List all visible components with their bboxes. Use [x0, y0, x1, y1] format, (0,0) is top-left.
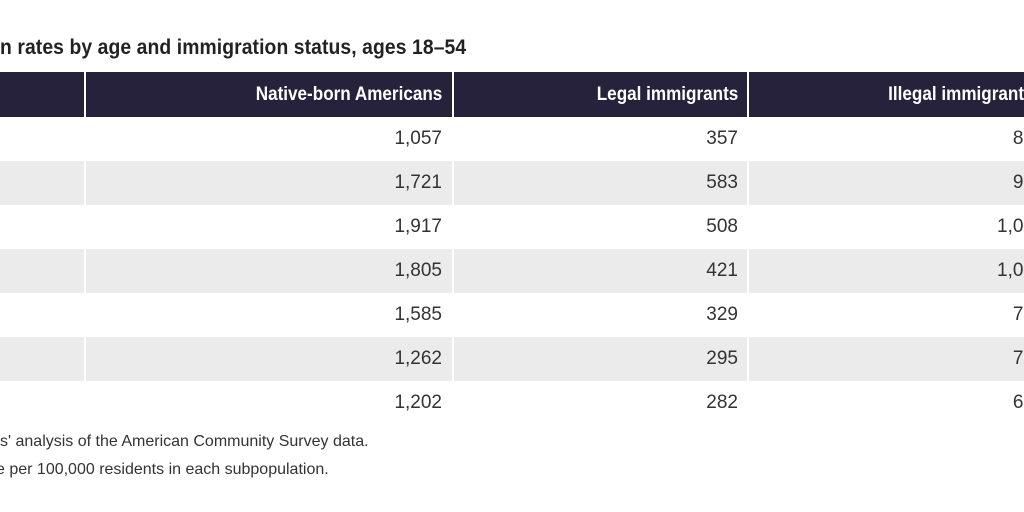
age-cell: [0, 249, 84, 293]
table-row: 1,057 357 88: [0, 117, 1024, 161]
header-legal: Legal immigrants: [454, 72, 747, 117]
table-body: 1,057 357 88 1,72158396 1,917 508 1,01 1,805421…: [0, 117, 1024, 425]
legal-cell: 329: [706, 304, 738, 325]
illegal-cell: 60: [1012, 392, 1024, 413]
header-age: [0, 72, 84, 117]
table-row: 1,72158396: [0, 161, 1024, 205]
age-cell: [0, 161, 84, 205]
footnotes: s' analysis of the American Community Su…: [0, 428, 369, 484]
native-born-cell: 1,585: [394, 304, 442, 325]
illegal-cell: 70: [749, 337, 1024, 381]
table-title: n rates by age and immigration status, a…: [0, 36, 467, 59]
table-row: 1,26229570: [0, 337, 1024, 381]
data-table: Native-born Americans Legal immigrants I…: [0, 72, 1024, 425]
illegal-cell: 1,01: [997, 216, 1024, 237]
age-cell: [0, 381, 84, 425]
age-cell: [0, 205, 84, 249]
header-illegal: Illegal immigrants: [749, 72, 1024, 117]
legal-cell: 282: [706, 392, 738, 413]
illegal-cell: 88: [1012, 128, 1024, 149]
header-label: Legal immigrants: [596, 83, 738, 105]
legal-cell: 421: [454, 249, 747, 293]
native-born-cell: 1,721: [86, 161, 452, 205]
header-label: Native-born Americans: [255, 83, 442, 105]
table-row: 1,585 329 79: [0, 293, 1024, 337]
native-born-cell: 1,262: [86, 337, 452, 381]
age-cell: [0, 117, 84, 161]
native-born-cell: 1,202: [394, 392, 442, 413]
native-born-cell: 1,057: [394, 128, 442, 149]
age-cell: [0, 337, 84, 381]
native-born-cell: 1,917: [394, 216, 442, 237]
illegal-cell: 79: [1012, 304, 1024, 325]
illegal-cell: 96: [749, 161, 1024, 205]
legal-cell: 508: [706, 216, 738, 237]
legal-cell: 295: [454, 337, 747, 381]
source-note: s' analysis of the American Community Su…: [0, 433, 369, 450]
table-row: 1,917 508 1,01: [0, 205, 1024, 249]
table-header-row: Native-born Americans Legal immigrants I…: [0, 72, 1024, 117]
native-born-cell: 1,805: [86, 249, 452, 293]
table-row: 1,202 282 60: [0, 381, 1024, 425]
illegal-cell: 1,00: [749, 249, 1024, 293]
rate-note: e per 100,000 residents in each subpopul…: [0, 461, 329, 478]
age-cell: [0, 293, 84, 337]
legal-cell: 357: [706, 128, 738, 149]
header-native-born: Native-born Americans: [86, 72, 452, 117]
header-label: Illegal immigrants: [888, 83, 1024, 105]
legal-cell: 583: [454, 161, 747, 205]
